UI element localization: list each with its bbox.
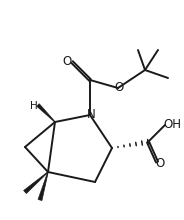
Text: OH: OH — [163, 117, 181, 130]
Polygon shape — [24, 172, 48, 194]
Polygon shape — [38, 172, 48, 201]
Text: N: N — [87, 108, 95, 121]
Polygon shape — [37, 104, 55, 122]
Text: O: O — [62, 55, 72, 68]
Text: O: O — [155, 156, 165, 169]
Text: H: H — [30, 101, 38, 111]
Text: O: O — [114, 81, 124, 94]
